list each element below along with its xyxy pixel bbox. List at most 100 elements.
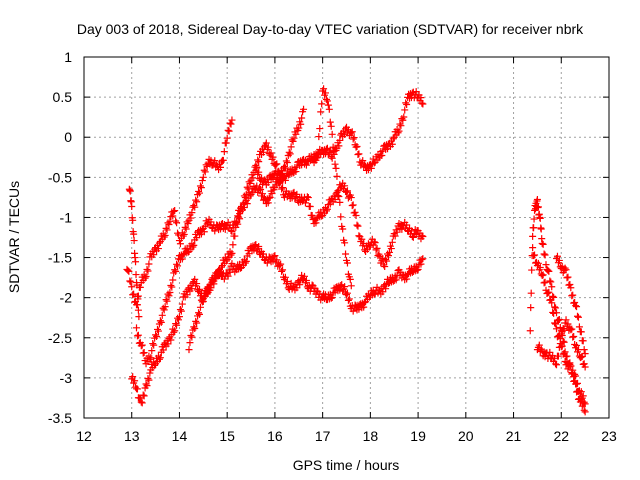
data-point: [531, 251, 539, 259]
data-point: [223, 134, 231, 142]
data-point: [257, 186, 265, 194]
data-point: [301, 272, 308, 280]
data-point: [176, 240, 184, 248]
data-point: [236, 215, 244, 223]
data-point: [342, 250, 350, 258]
data-point: [325, 105, 333, 113]
data-point: [538, 239, 546, 247]
data-point: [349, 135, 357, 143]
data-point: [175, 313, 183, 321]
data-point: [253, 164, 261, 172]
data-point: [196, 189, 203, 197]
data-point: [143, 382, 151, 390]
data-point: [540, 279, 548, 287]
series-track-7: [125, 185, 143, 321]
data-point: [133, 324, 140, 332]
data-point: [147, 354, 155, 362]
data-point: [566, 360, 574, 368]
series-track-2: [128, 241, 427, 407]
y-axis-label: SDTVAR / TECUs: [6, 181, 22, 293]
data-point: [277, 260, 285, 268]
data-point: [222, 257, 230, 265]
data-point: [577, 388, 585, 396]
data-point: [529, 232, 537, 240]
data-point: [126, 277, 134, 285]
data-point: [581, 350, 589, 358]
data-point: [339, 225, 347, 233]
data-point: [244, 185, 252, 193]
data-point: [547, 296, 555, 304]
data-point: [413, 266, 421, 274]
data-point: [394, 129, 402, 137]
data-point: [289, 137, 297, 145]
data-point: [200, 166, 208, 174]
data-point: [169, 276, 177, 284]
y-tick-label: -2.5: [48, 330, 72, 346]
data-point: [343, 259, 351, 267]
x-tick-label: 16: [267, 428, 283, 444]
data-point: [238, 206, 246, 214]
data-point: [276, 179, 284, 187]
data-point: [221, 225, 229, 233]
data-point: [341, 283, 349, 291]
data-point: [304, 194, 312, 202]
data-point: [180, 230, 188, 238]
data-point: [135, 313, 143, 321]
data-point: [562, 266, 570, 274]
series-track-9: [529, 244, 589, 408]
data-point: [344, 296, 352, 304]
data-point: [569, 291, 577, 299]
data-point: [263, 259, 271, 267]
data-point: [168, 283, 176, 291]
x-tick-label: 14: [172, 428, 188, 444]
data-point: [560, 350, 568, 358]
data-point: [231, 232, 239, 240]
data-point: [155, 239, 163, 247]
data-point: [392, 276, 400, 284]
data-point: [206, 286, 214, 294]
data-point: [281, 273, 289, 281]
data-point: [133, 281, 141, 289]
data-point: [580, 346, 588, 354]
data-point: [125, 267, 133, 275]
data-point: [134, 306, 142, 314]
data-point: [193, 198, 201, 206]
data-point: [312, 219, 320, 227]
data-point: [312, 156, 320, 164]
data-point: [273, 160, 281, 168]
data-point: [553, 325, 560, 333]
data-point: [580, 406, 588, 414]
data-point: [397, 122, 405, 130]
data-point: [403, 275, 411, 283]
data-point: [359, 157, 367, 165]
x-tick-label: 17: [315, 428, 331, 444]
data-point: [266, 193, 274, 201]
data-point: [277, 178, 285, 186]
data-point: [235, 213, 243, 221]
data-point: [555, 343, 563, 351]
data-point: [526, 327, 534, 335]
data-point: [141, 274, 149, 282]
data-point: [345, 295, 353, 303]
data-point: [324, 101, 332, 109]
data-point: [328, 294, 336, 302]
data-point: [574, 313, 582, 321]
data-point: [365, 243, 373, 251]
data-point: [198, 177, 206, 185]
data-point: [264, 143, 272, 151]
data-point: [580, 360, 588, 368]
data-point: [579, 392, 587, 400]
data-point: [173, 321, 181, 329]
data-point: [301, 199, 309, 207]
data-point: [551, 303, 559, 311]
series-track-1: [123, 116, 236, 309]
data-point: [158, 311, 166, 319]
chart-title: Day 003 of 2018, Sidereal Day-to-day VTE…: [77, 21, 584, 37]
data-point: [550, 309, 558, 317]
data-point: [146, 369, 154, 377]
data-point: [148, 347, 156, 355]
data-point: [341, 182, 349, 190]
data-point: [418, 99, 426, 107]
data-point: [337, 213, 345, 221]
data-point: [354, 222, 362, 230]
